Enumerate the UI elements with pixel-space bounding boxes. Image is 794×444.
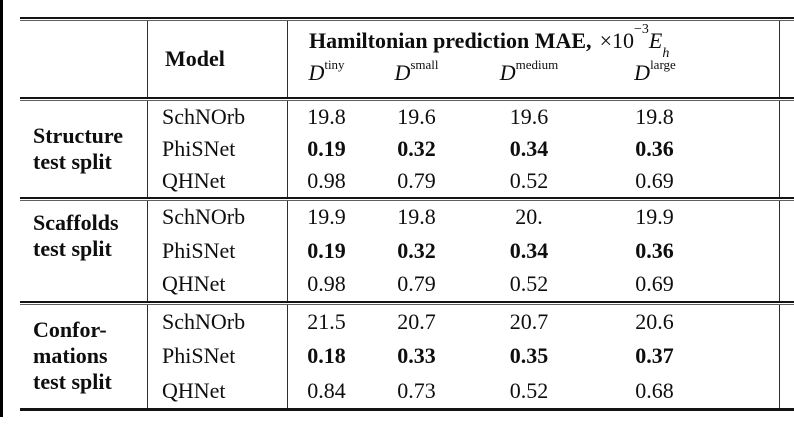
table-group-scaffolds: Scaffolds test split SchNOrb PhiSNet QHN… [20,201,780,301]
value-cell: 19.6 [509,103,549,129]
group-label-conformations: Confor- mations test split [20,305,148,408]
value-cell: 0.84 [307,377,346,403]
header-separator-rule [20,97,794,101]
header-empty-cell [20,21,148,97]
metric-exponent: −3 [633,21,649,37]
value-cell: 0.34 [509,135,549,161]
metric-unit-sub: h [662,46,670,62]
value-cell: 0.18 [307,343,346,369]
group-separator-rule [20,301,794,305]
model-cell: PhiSNet [148,133,288,165]
metric-factor: ×10−3Eh [599,21,670,62]
value-cell: 19.8 [307,103,346,129]
value-cell: 0.34 [509,237,549,263]
model-cell: QHNet [148,373,288,408]
model-cell: SchNOrb [148,201,288,235]
table-top-rule [20,17,794,21]
group-label-line: mations [33,343,108,369]
group-label-line: test split [33,369,112,395]
value-cell: 20. [515,204,543,230]
value-cell: 19.9 [307,204,346,230]
value-cell: 0.69 [590,267,780,301]
model-cell: PhiSNet [148,339,288,374]
value-cell: 19.6 [397,103,436,129]
value-cell: 21.5 [307,308,346,334]
value-cell: 0.36 [590,234,780,268]
page-edge-rule [0,0,3,417]
value-cell: 0.69 [590,165,780,197]
metric-title-text: Hamiltonian prediction MAE, [309,28,592,53]
results-table: Model Hamiltonian prediction MAE, ×10−3Eh… [20,17,794,411]
model-cell: SchNOrb [148,101,288,133]
value-cell: 0.35 [509,343,549,369]
value-cell: 0.33 [397,343,436,369]
value-cell: 0.52 [509,271,549,297]
group-separator-rule [20,197,794,201]
table-group-conformations: Confor- mations test split SchNOrb PhiSN… [20,305,780,408]
value-cell: 0.98 [307,271,346,297]
group-label-line: test split [33,236,112,261]
table-header: Model Hamiltonian prediction MAE, ×10−3Eh… [20,21,780,97]
value-cell: 0.98 [307,167,346,193]
metric-unit: E [648,28,663,53]
group-label-line: Structure [33,123,124,148]
group-label-scaffolds: Scaffolds test split [20,201,148,301]
header-model-label: Model [148,21,288,97]
value-cell: 0.79 [397,167,436,193]
value-cell: 19.8 [397,204,436,230]
model-cell: SchNOrb [148,305,288,340]
group-label-line: Scaffolds [33,210,119,235]
value-cell: 0.73 [397,377,436,403]
value-cell: 20.6 [590,305,780,340]
group-label-line: test split [33,149,112,174]
value-cell: 20.7 [397,308,436,334]
value-cell: 0.32 [397,237,436,263]
value-cell: 0.79 [397,271,436,297]
value-cell: 0.19 [307,135,346,161]
model-cell: QHNet [148,267,288,301]
value-cell: 19.9 [590,201,780,235]
model-cell: QHNet [148,165,288,197]
value-cell: 0.36 [590,133,780,165]
group-label-line: Confor- [33,317,107,343]
value-cell: 0.37 [590,339,780,374]
value-cell: 19.8 [590,101,780,133]
model-cell: PhiSNet [148,234,288,268]
table-bottom-rule [20,408,794,411]
value-cell: 0.52 [509,167,549,193]
value-cell: 0.52 [509,377,549,403]
metric-title: Hamiltonian prediction MAE, ×10−3Eh [288,21,779,62]
value-cell: 20.7 [509,308,549,334]
group-label-structure: Structure test split [20,101,148,197]
value-cell: 0.32 [397,135,436,161]
table-group-structure: Structure test split SchNOrb PhiSNet QHN… [20,101,780,197]
value-cell: 0.19 [307,237,346,263]
value-cell: 0.68 [590,373,780,408]
